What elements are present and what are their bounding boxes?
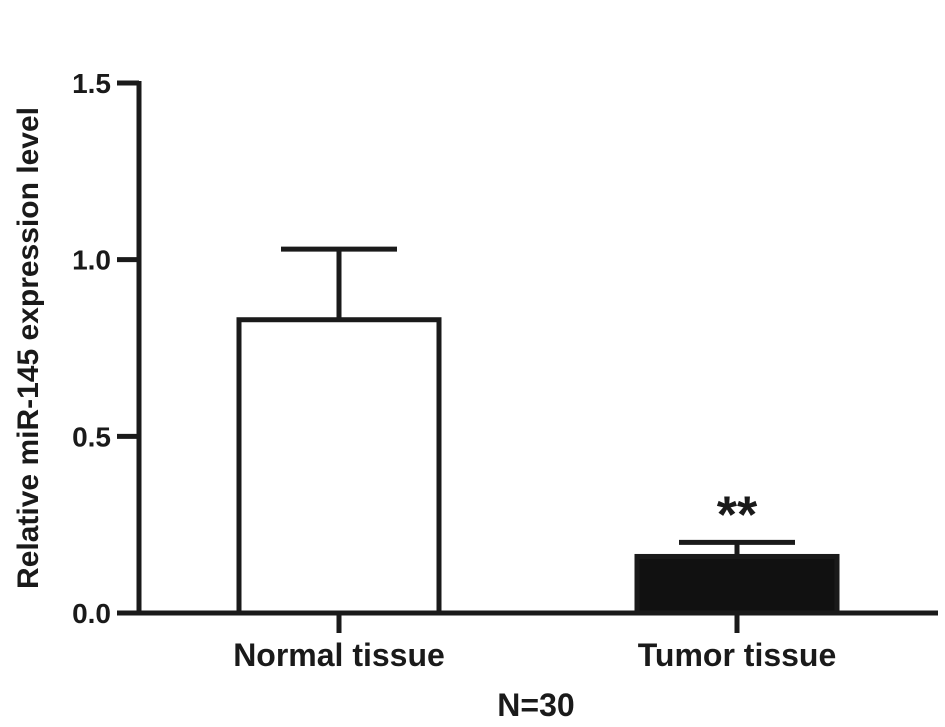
significance-marker: ** xyxy=(717,486,758,544)
y-tick-label: 1.0 xyxy=(72,245,111,276)
y-axis-label: Relative miR-145 expression level xyxy=(12,107,45,589)
y-tick-label: 0.5 xyxy=(72,421,111,452)
bar xyxy=(634,553,840,616)
plot-area: 0.0 0.5 1.0 1.5 Normal tissue Tumor tissue ** xyxy=(72,68,938,673)
bar xyxy=(236,317,442,616)
y-tick-label: 0.0 xyxy=(72,598,111,629)
x-tick-label: Normal tissue xyxy=(233,637,445,673)
x-tick-label: Tumor tissue xyxy=(638,637,837,673)
y-tick-label: 1.5 xyxy=(72,68,111,99)
x-axis-label: N=30 xyxy=(497,687,574,723)
